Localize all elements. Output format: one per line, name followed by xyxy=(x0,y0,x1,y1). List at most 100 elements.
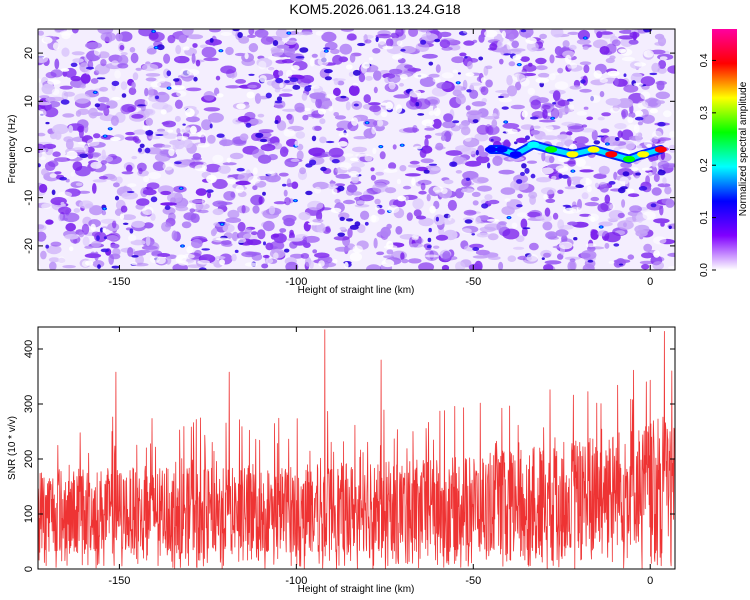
noise-blob xyxy=(598,221,613,227)
noise-blob xyxy=(591,129,598,141)
noise-blob xyxy=(415,215,427,220)
noise-blob xyxy=(251,231,258,236)
noise-blob xyxy=(132,72,139,81)
noise-blob xyxy=(162,144,172,148)
noise-blob xyxy=(59,85,73,90)
noise-peak xyxy=(490,138,494,142)
noise-blob xyxy=(439,39,451,49)
noise-gap xyxy=(38,101,52,106)
noise-blob xyxy=(640,76,656,87)
noise-blob xyxy=(278,93,293,97)
noise-gap xyxy=(348,170,360,178)
noise-blob xyxy=(160,202,178,206)
noise-blob xyxy=(604,232,621,243)
noise-blob xyxy=(171,230,178,241)
noise-gap xyxy=(388,81,396,90)
noise-blob xyxy=(252,205,260,214)
noise-blob xyxy=(561,46,568,55)
noise-peak xyxy=(284,79,290,84)
noise-blob xyxy=(61,47,70,57)
noise-blob xyxy=(658,59,667,69)
noise-blob xyxy=(68,125,74,133)
noise-gap xyxy=(90,161,102,169)
noise-blob xyxy=(492,155,503,166)
noise-blob xyxy=(467,60,473,70)
noise-blob xyxy=(267,258,278,264)
noise-blob xyxy=(667,65,675,74)
noise-blob xyxy=(201,119,212,131)
noise-blob xyxy=(438,31,452,38)
noise-blob xyxy=(225,85,241,89)
noise-peak xyxy=(375,36,379,42)
noise-blob xyxy=(136,198,150,206)
noise-peak xyxy=(668,225,672,230)
noise-gap xyxy=(185,108,195,118)
noise-blob xyxy=(327,183,338,190)
noise-gap xyxy=(392,54,403,60)
noise-gap xyxy=(627,188,635,194)
noise-blob xyxy=(241,58,255,66)
noise-blob xyxy=(377,208,385,215)
noise-blob xyxy=(295,131,306,139)
noise-peak xyxy=(597,135,605,138)
noise-peak xyxy=(198,267,207,270)
noise-gap xyxy=(273,252,279,260)
noise-gap xyxy=(226,177,236,185)
noise-blob xyxy=(187,34,204,40)
noise-blob xyxy=(351,162,365,168)
noise-gap xyxy=(307,222,322,226)
noise-gap xyxy=(663,110,672,118)
noise-peak xyxy=(345,218,354,222)
noise-blob xyxy=(356,224,366,234)
noise-peak-core xyxy=(155,46,158,49)
noise-gap xyxy=(330,207,342,214)
noise-peak xyxy=(121,93,127,98)
noise-blob xyxy=(85,42,102,49)
noise-gap xyxy=(38,55,49,63)
noise-gap xyxy=(559,241,573,250)
noise-gap xyxy=(585,177,591,186)
noise-blob xyxy=(651,62,661,73)
noise-blob xyxy=(74,93,91,104)
noise-blob xyxy=(126,164,133,173)
noise-blob xyxy=(623,84,639,93)
noise-gap xyxy=(582,165,592,170)
noise-gap xyxy=(157,78,166,84)
y-tick-label: 100 xyxy=(23,505,35,523)
noise-blob xyxy=(145,77,157,82)
noise-blob xyxy=(130,239,146,246)
noise-peak-core xyxy=(606,143,609,145)
noise-blob xyxy=(616,98,634,109)
noise-peak xyxy=(478,56,484,61)
noise-blob xyxy=(580,128,596,133)
noise-gap xyxy=(640,91,651,100)
noise-blob xyxy=(182,29,194,36)
noise-peak xyxy=(458,31,468,36)
noise-blob xyxy=(510,104,525,110)
noise-peak xyxy=(295,56,305,59)
noise-peak xyxy=(259,138,268,143)
noise-blob xyxy=(221,240,232,245)
noise-blob xyxy=(474,132,489,142)
noise-blob xyxy=(192,43,198,48)
noise-blob xyxy=(40,250,47,260)
noise-blob xyxy=(271,48,284,57)
noise-blob xyxy=(163,53,171,64)
noise-gap xyxy=(429,205,436,214)
noise-peak xyxy=(475,149,479,156)
noise-blob xyxy=(562,40,570,48)
noise-peak xyxy=(552,102,557,105)
noise-peak-core xyxy=(507,216,511,219)
noise-blob xyxy=(330,48,340,55)
noise-blob xyxy=(529,195,536,205)
noise-blob xyxy=(529,242,539,251)
noise-blob xyxy=(262,254,270,259)
noise-blob xyxy=(466,109,482,120)
noise-blob xyxy=(580,250,597,260)
noise-peak xyxy=(209,38,214,43)
noise-blob xyxy=(100,31,117,42)
noise-gap xyxy=(38,109,47,118)
signal-point xyxy=(509,151,522,158)
noise-peak xyxy=(522,227,531,230)
noise-blob xyxy=(564,256,581,260)
